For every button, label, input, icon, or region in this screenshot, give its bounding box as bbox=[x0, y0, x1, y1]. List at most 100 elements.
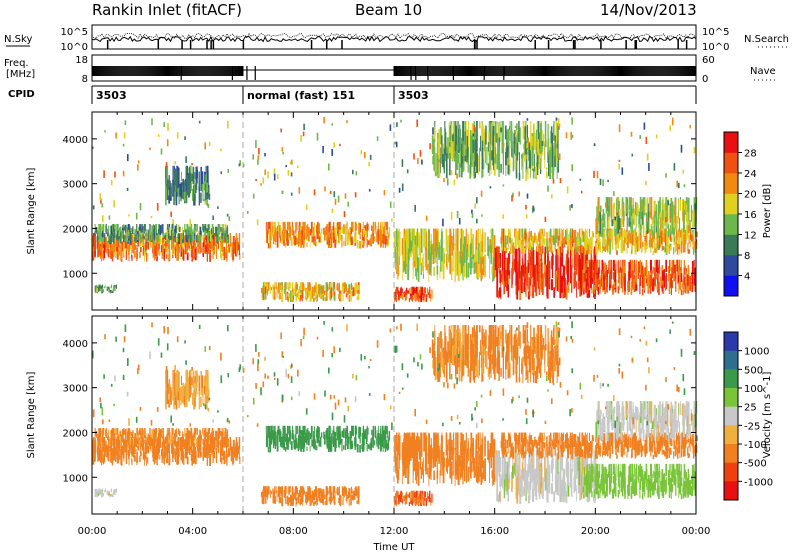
echo-cell bbox=[159, 225, 161, 237]
echo-cell bbox=[190, 182, 192, 191]
echo-cell bbox=[633, 239, 636, 247]
echo-cell bbox=[225, 434, 228, 447]
echo-cell bbox=[632, 208, 633, 233]
echo-cell bbox=[364, 429, 367, 439]
echo-cell bbox=[211, 236, 213, 243]
echo-cell bbox=[283, 221, 286, 234]
echo-speckle bbox=[502, 142, 505, 148]
echo-cell bbox=[205, 240, 207, 244]
echo-cell bbox=[571, 246, 574, 256]
echo-cell bbox=[383, 437, 385, 449]
echo-cell bbox=[192, 452, 195, 464]
echo-speckle bbox=[102, 215, 104, 223]
echo-cell bbox=[517, 231, 519, 245]
echo-cell bbox=[170, 433, 173, 444]
echo-cell bbox=[440, 245, 442, 272]
echo-cell bbox=[662, 220, 665, 234]
echo-cell bbox=[178, 437, 180, 447]
echo-speckle bbox=[516, 123, 518, 131]
echo-speckle bbox=[631, 153, 634, 157]
echo-speckle bbox=[401, 183, 404, 192]
echo-speckle bbox=[99, 193, 101, 201]
echo-cell bbox=[116, 224, 118, 231]
echo-cell bbox=[488, 131, 490, 156]
echo-cell bbox=[537, 139, 539, 156]
echo-cell bbox=[358, 222, 361, 235]
echo-cell bbox=[321, 293, 324, 300]
echo-cell bbox=[540, 263, 542, 279]
echo-cell bbox=[560, 233, 562, 247]
echo-cell bbox=[405, 295, 408, 300]
echo-cell bbox=[631, 259, 633, 276]
echo-cell bbox=[110, 429, 112, 439]
echo-cell bbox=[351, 291, 353, 297]
echo-cell bbox=[212, 250, 214, 259]
power-colorbar-swatch bbox=[724, 234, 738, 256]
echo-speckle bbox=[376, 136, 379, 141]
echo-speckle bbox=[570, 131, 572, 140]
echo-cell bbox=[288, 293, 291, 299]
echo-cell bbox=[597, 231, 600, 245]
echo-cell bbox=[207, 243, 209, 250]
echo-cell bbox=[124, 429, 127, 437]
echo-cell bbox=[378, 425, 379, 435]
echo-cell bbox=[686, 225, 689, 236]
echo-cell bbox=[313, 236, 315, 242]
echo-cell bbox=[116, 240, 118, 250]
echo-cell bbox=[206, 182, 208, 193]
echo-speckle bbox=[693, 147, 696, 154]
echo-cell bbox=[537, 246, 540, 266]
echo-cell bbox=[300, 295, 302, 299]
echo-speckle bbox=[226, 213, 229, 217]
echo-cell bbox=[355, 284, 357, 293]
echo-cell bbox=[366, 224, 368, 238]
echo-cell bbox=[429, 286, 431, 293]
echo-cell bbox=[663, 209, 666, 221]
echo-cell bbox=[678, 228, 681, 244]
echo-cell bbox=[387, 438, 390, 450]
echo-cell bbox=[671, 274, 672, 295]
echo-cell bbox=[398, 231, 401, 257]
echo-cell bbox=[366, 442, 368, 452]
echo-cell bbox=[676, 231, 679, 237]
power-colorbar-swatch bbox=[724, 255, 738, 276]
echo-cell bbox=[229, 237, 232, 247]
echo-cell bbox=[100, 450, 102, 456]
echo-cell bbox=[188, 437, 191, 446]
echo-cell bbox=[232, 457, 234, 466]
echo-cell bbox=[229, 246, 231, 252]
echo-speckle bbox=[352, 169, 354, 175]
echo-cell bbox=[165, 166, 167, 186]
echo-cell bbox=[93, 437, 95, 451]
echo-cell bbox=[99, 224, 102, 235]
echo-cell bbox=[638, 211, 640, 227]
echo-cell bbox=[692, 247, 695, 255]
echo-cell bbox=[650, 197, 653, 220]
echo-cell bbox=[155, 224, 157, 234]
echo-cell bbox=[348, 283, 350, 291]
echo-cell bbox=[129, 435, 131, 445]
echo-cell bbox=[670, 197, 673, 219]
echo-cell bbox=[405, 238, 407, 267]
power-colorbar-tick-label: 8 bbox=[744, 251, 750, 262]
echo-cell bbox=[670, 237, 672, 242]
echo-cell bbox=[319, 436, 322, 447]
echo-cell bbox=[581, 244, 583, 253]
echo-cell bbox=[165, 436, 167, 440]
echo-cell bbox=[604, 229, 606, 243]
echo-cell bbox=[129, 225, 131, 234]
echo-cell bbox=[418, 232, 420, 248]
echo-cell bbox=[439, 266, 441, 279]
echo-cell bbox=[127, 227, 129, 235]
echo-cell bbox=[359, 241, 361, 249]
echo-cell bbox=[318, 284, 320, 297]
echo-cell bbox=[593, 272, 595, 293]
echo-cell bbox=[269, 436, 271, 453]
echo-cell bbox=[406, 293, 408, 296]
echo-cell bbox=[126, 447, 128, 453]
echo-cell bbox=[197, 234, 199, 248]
echo-cell bbox=[127, 245, 130, 255]
echo-cell bbox=[289, 425, 291, 442]
echo-cell bbox=[229, 441, 232, 451]
echo-cell bbox=[322, 289, 324, 294]
